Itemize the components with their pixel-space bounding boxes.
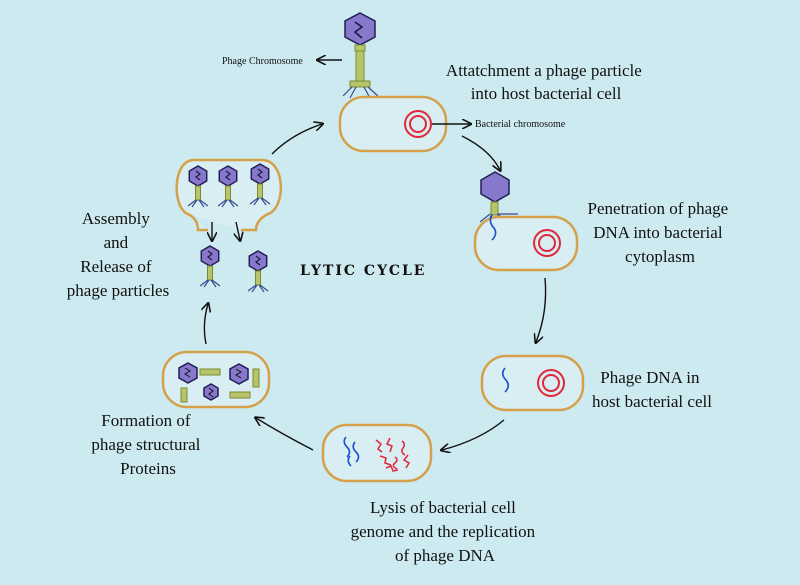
- attachment-stage: Phage Chromosome Bacterial chromosome At…: [222, 12, 646, 153]
- penetration-label: Penetration of phage DNA into bacterial …: [588, 199, 733, 266]
- bacterial-dna-fragment: [375, 439, 383, 453]
- penetration-stage: Penetration of phage DNA into bacterial …: [473, 171, 733, 272]
- phage-dna-copy: [352, 441, 360, 463]
- cycle-arrow-dna-to-lysis: [442, 419, 505, 450]
- bacterial-cell-3: [480, 354, 585, 412]
- injected-phage-dna: [489, 214, 497, 241]
- bacterial-chromosome-inner: [409, 115, 427, 133]
- phage-dna-stage: Phage DNA in host bacterial cell: [480, 354, 712, 412]
- empty-phage-head: [480, 171, 510, 203]
- assembly-stage: Assembly and Release of phage particles: [67, 158, 282, 300]
- bacterial-dna-fragment: [385, 437, 393, 453]
- release-arrow: [236, 221, 240, 240]
- bacterial-cell-4: [321, 423, 433, 483]
- cycle-arrow-formation-to-assembly: [204, 304, 208, 345]
- phage-dna-copy: [343, 436, 351, 458]
- bacterial-dna-fragment: [402, 454, 411, 469]
- cycle-arrow-lysis-to-formation: [256, 418, 314, 451]
- packed-dna: [184, 367, 191, 378]
- tail-protein: [180, 387, 188, 403]
- cycle-arrow-attach-to-penetrate: [461, 135, 500, 170]
- phage-dna-strand: [501, 367, 510, 393]
- bacterial-chromosome-outer: [533, 229, 561, 257]
- attachment-label: Attatchment a phage particle into host b…: [446, 61, 646, 103]
- bacterial-dna-fragment: [379, 455, 392, 466]
- bacterial-chromosome-inner: [542, 374, 560, 392]
- phage-tail: [355, 50, 365, 82]
- phage-tail: [490, 201, 499, 216]
- phage-collar: [354, 44, 366, 52]
- packed-dna: [208, 387, 214, 398]
- bacterial-dna-fragment: [392, 456, 398, 470]
- tail-protein: [252, 368, 260, 388]
- bacterial-cell-2: [473, 215, 579, 272]
- assembly-label: Assembly and Release of phage particles: [67, 209, 169, 300]
- phage-chromosome-strand: [353, 21, 364, 39]
- phage-head-protein: [229, 363, 249, 385]
- formation-stage: Formation of phage structural Proteins: [91, 350, 271, 478]
- bacterial-dna-fragment: [401, 440, 406, 456]
- lysis-label: Lysis of bacterial cell genome and the r…: [351, 498, 540, 565]
- phage-dna-copy: [347, 455, 352, 467]
- lysis-stage: Lysis of bacterial cell genome and the r…: [321, 423, 540, 565]
- phage-chromosome-label: Phage Chromosome: [222, 56, 303, 67]
- packed-dna: [235, 368, 242, 379]
- phage-particle-top: [342, 12, 379, 99]
- released-phage: [199, 245, 221, 288]
- diagram-title: LYTIC CYCLE: [300, 263, 426, 279]
- bacterial-chromosome-outer: [404, 110, 432, 138]
- tail-protein: [229, 391, 251, 399]
- phage-dna-label: Phage DNA in host bacterial cell: [592, 368, 712, 411]
- bacterial-dna-fragment: [385, 465, 399, 472]
- formation-label: Formation of phage structural Proteins: [91, 411, 204, 478]
- cycle-arrow-penetrate-to-dna: [536, 277, 547, 342]
- phage-tail-fibers: [342, 86, 379, 99]
- tail-protein: [199, 368, 221, 376]
- released-phage: [247, 250, 269, 293]
- bacterial-chromosome-inner: [538, 234, 556, 252]
- bacterial-chromosome-label: Bacterial chromosome: [475, 119, 566, 130]
- phage-baseplate: [349, 80, 371, 88]
- cycle-arrow-assembly-to-attach: [271, 124, 322, 155]
- phage-head-protein: [178, 362, 198, 384]
- bacterial-chromosome-outer: [537, 369, 565, 397]
